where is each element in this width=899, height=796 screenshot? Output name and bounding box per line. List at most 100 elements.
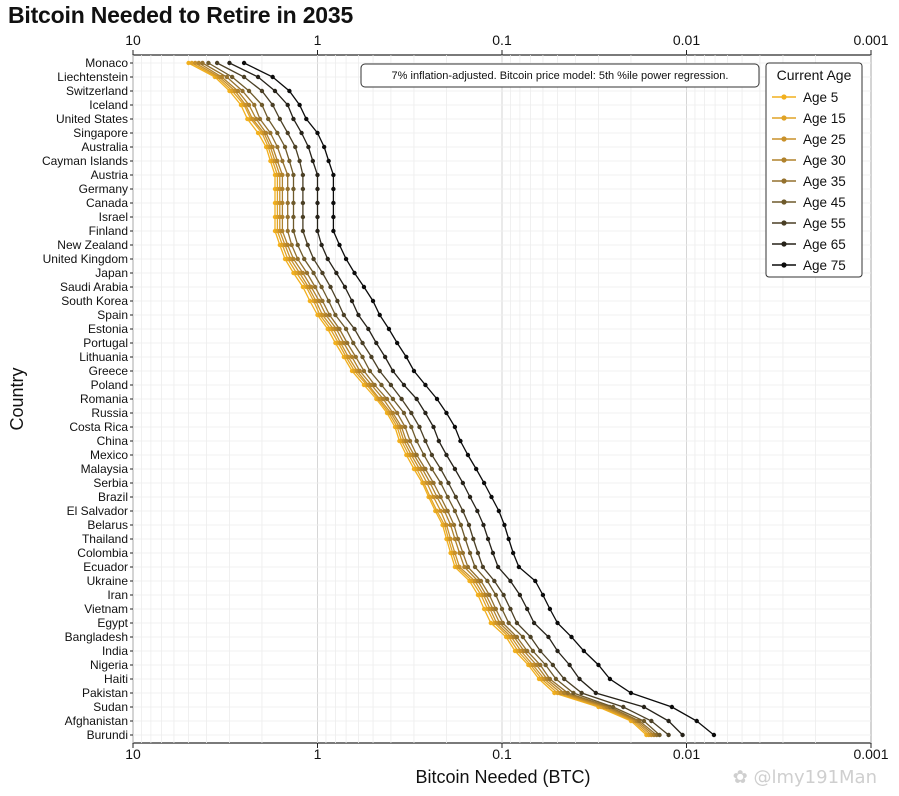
data-point <box>460 508 466 514</box>
data-point <box>263 130 269 136</box>
country-label: Australia <box>81 140 128 154</box>
data-point <box>607 676 613 682</box>
data-point <box>621 704 626 710</box>
country-label: Iran <box>107 588 128 602</box>
data-point <box>349 298 355 304</box>
data-point <box>259 102 265 108</box>
country-label: Serbia <box>93 476 128 490</box>
data-point <box>500 620 506 626</box>
data-point <box>319 284 324 290</box>
country-label: Costa Rica <box>69 420 128 434</box>
data-point <box>562 690 567 696</box>
data-point <box>253 116 259 122</box>
country-label: Mexico <box>90 448 128 462</box>
data-point <box>357 368 362 374</box>
country-label: Haiti <box>104 672 128 686</box>
annotation-text: 7% inflation-adjusted. Bitcoin price mod… <box>392 70 729 82</box>
data-point <box>291 116 296 122</box>
data-point <box>312 284 318 290</box>
data-point <box>259 88 265 94</box>
data-point <box>214 60 220 66</box>
data-point <box>252 102 257 108</box>
data-point <box>369 354 374 360</box>
data-point <box>401 410 407 416</box>
country-label: Austria <box>91 168 129 182</box>
data-point <box>562 676 567 682</box>
data-point <box>310 158 316 164</box>
data-point <box>657 732 662 738</box>
y-axis-title: Country <box>7 367 27 430</box>
data-point <box>300 186 306 192</box>
country-label: New Zealand <box>57 238 128 252</box>
data-point <box>420 466 425 472</box>
legend-item: Age 25 <box>772 132 846 147</box>
x-tick-label-bottom: 0.01 <box>673 746 700 762</box>
country-label: Israel <box>99 210 128 224</box>
data-point <box>494 620 499 626</box>
data-point <box>287 88 292 94</box>
legend-item: Age 30 <box>772 153 846 168</box>
data-point <box>525 606 530 612</box>
data-point <box>275 144 280 150</box>
x-tick-label-top: 0.1 <box>492 32 512 48</box>
data-point <box>431 480 436 486</box>
country-label: Estonia <box>88 322 128 336</box>
data-point <box>275 158 280 164</box>
legend-swatch-marker <box>781 115 787 121</box>
data-point <box>466 522 472 528</box>
data-point <box>238 102 244 108</box>
data-point <box>490 550 496 556</box>
data-point <box>280 214 285 220</box>
data-point <box>241 60 247 66</box>
x-tick-label-bottom: 1 <box>314 746 322 762</box>
data-point <box>328 284 333 290</box>
data-point <box>275 130 280 136</box>
data-point <box>431 494 436 500</box>
data-point <box>514 634 520 640</box>
data-point <box>240 88 245 94</box>
data-point <box>352 270 357 276</box>
data-point <box>280 172 285 178</box>
data-point <box>483 592 489 598</box>
data-point <box>446 480 451 486</box>
data-point <box>319 242 324 248</box>
series-age-35 <box>200 60 659 738</box>
data-point <box>394 410 400 416</box>
country-label: Iceland <box>89 98 128 112</box>
data-point <box>367 368 373 374</box>
country-label: Pakistan <box>82 686 128 700</box>
data-point <box>337 326 342 332</box>
data-point <box>315 214 320 220</box>
data-point <box>475 550 481 556</box>
data-point <box>543 662 548 668</box>
data-point <box>377 368 382 374</box>
grid-lines <box>132 55 872 743</box>
data-point <box>323 312 329 318</box>
legend-item: Age 65 <box>772 237 846 252</box>
data-point <box>334 326 339 332</box>
data-point <box>352 326 357 332</box>
data-point <box>457 564 462 570</box>
data-point <box>300 214 306 220</box>
data-point <box>341 312 347 318</box>
legend-label: Age 15 <box>803 111 846 126</box>
data-point <box>285 102 290 108</box>
data-point <box>508 606 513 612</box>
data-point <box>423 410 428 416</box>
data-point <box>390 368 396 374</box>
data-point <box>514 620 520 626</box>
data-point <box>429 466 435 472</box>
data-point <box>343 326 349 332</box>
data-point <box>463 536 468 542</box>
data-point <box>496 508 502 514</box>
data-point <box>295 242 300 248</box>
legend-item: Age 15 <box>772 111 846 126</box>
data-point <box>458 438 463 444</box>
country-label: Malaysia <box>81 462 129 476</box>
data-point <box>404 438 409 444</box>
data-point <box>429 452 435 458</box>
data-point <box>414 452 419 458</box>
data-point <box>538 662 543 668</box>
data-point <box>581 648 587 654</box>
